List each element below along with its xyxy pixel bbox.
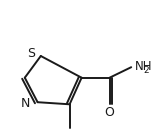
Text: NH: NH — [135, 60, 153, 73]
Text: 2: 2 — [143, 66, 148, 74]
Text: N: N — [21, 97, 30, 110]
Text: O: O — [105, 106, 115, 119]
Text: S: S — [27, 47, 35, 60]
